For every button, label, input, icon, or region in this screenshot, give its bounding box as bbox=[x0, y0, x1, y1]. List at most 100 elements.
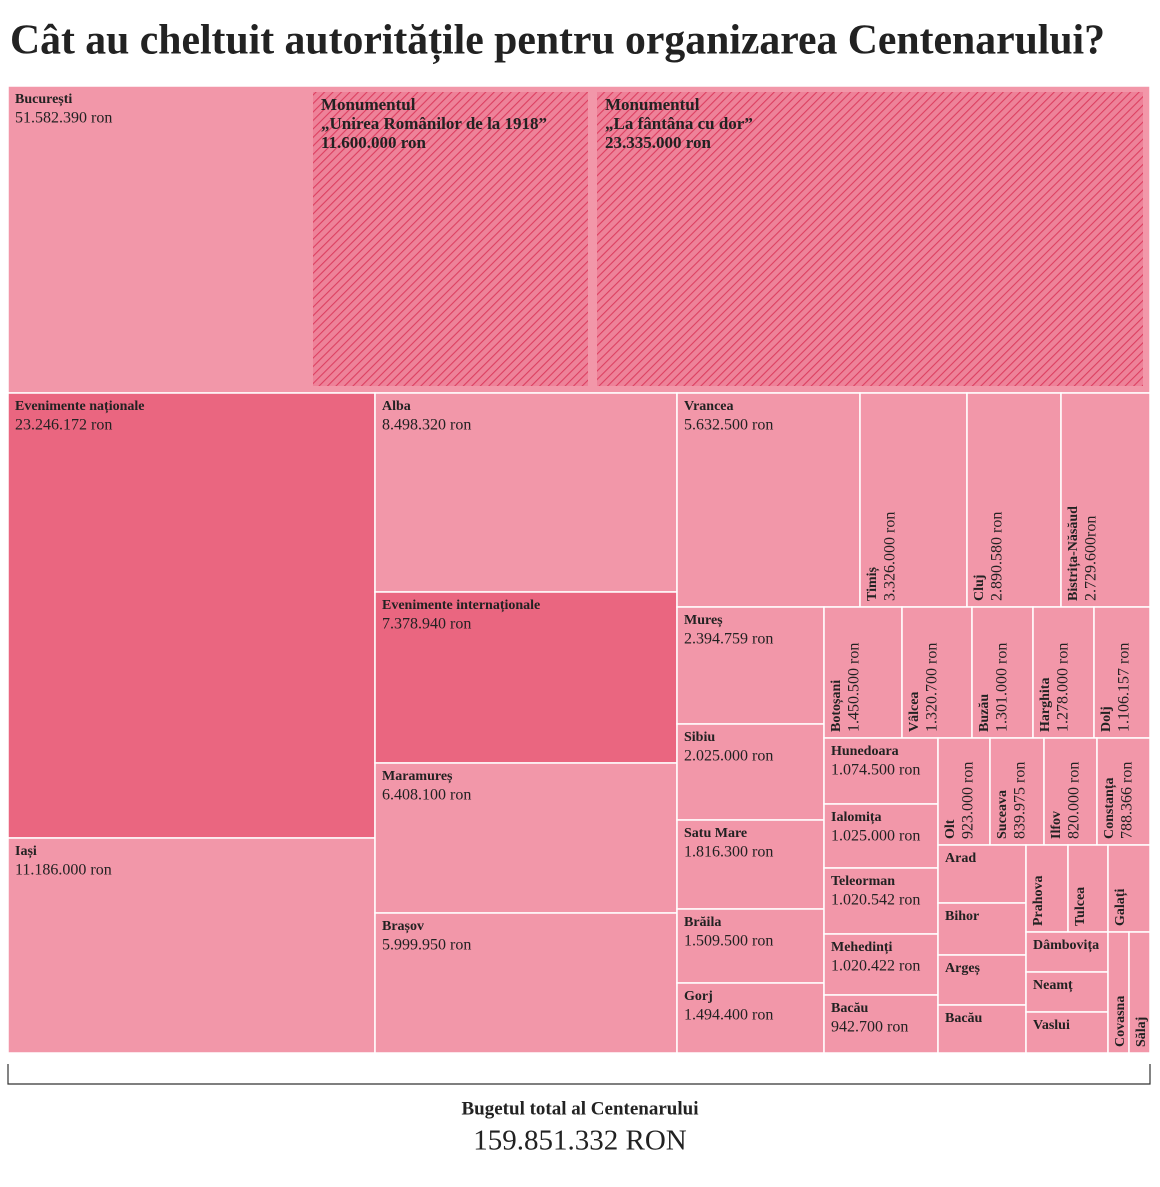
tile-label: Botoșani 1.450.500 ron bbox=[829, 643, 862, 732]
tile-name: Bacău bbox=[945, 1011, 983, 1026]
tile bbox=[823, 606, 903, 739]
tile-name: Suceava bbox=[995, 790, 1010, 839]
tile bbox=[1032, 606, 1095, 739]
tile bbox=[971, 606, 1034, 739]
tile-name: Prahova bbox=[1031, 875, 1046, 926]
tile-name: Vaslui bbox=[1033, 1018, 1070, 1033]
tile-value: 5.999.950 ron bbox=[382, 937, 471, 954]
monument-tile bbox=[313, 92, 588, 386]
tile-name: Mureș bbox=[684, 613, 723, 628]
tile bbox=[823, 867, 939, 935]
tile-name: Covasna bbox=[1113, 996, 1128, 1047]
tile bbox=[676, 819, 825, 910]
tile-name: Argeș bbox=[945, 961, 981, 976]
tile-value: 1.106.157 ron bbox=[1116, 643, 1133, 732]
tile bbox=[1025, 1011, 1109, 1054]
tile bbox=[823, 994, 939, 1054]
tile-value: 1.020.542 ron bbox=[831, 892, 920, 909]
treemap: București 51.582.390 ron Evenimente națion… bbox=[7, 85, 1151, 1054]
tile-label: Suceava 839.975 ron bbox=[995, 762, 1028, 839]
tile-label: Buzău 1.301.000 ron bbox=[977, 643, 1010, 732]
tile-value: 1.494.400 ron bbox=[684, 1007, 773, 1024]
tile-label: Bistrița-Năsăud 2.729.600ron bbox=[1066, 506, 1099, 601]
tile-value: 1.301.000 ron bbox=[994, 643, 1011, 732]
tile-label: Galați bbox=[1113, 889, 1128, 926]
tile-name: Dâmbovița bbox=[1033, 938, 1099, 953]
tile bbox=[1025, 931, 1109, 973]
tile-name: Teleorman bbox=[831, 874, 895, 889]
tile-label: Ilfov 820.000 ron bbox=[1049, 762, 1082, 839]
tile bbox=[1107, 844, 1151, 933]
tile bbox=[7, 392, 376, 839]
tile bbox=[823, 737, 939, 805]
tile-value: 942.700 ron bbox=[831, 1019, 908, 1036]
tile-name: Constanța bbox=[1102, 778, 1117, 839]
monument-label: 11.600.000 ron bbox=[321, 133, 427, 152]
tile-value: 51.582.390 ron bbox=[15, 110, 112, 127]
tile-name: București bbox=[15, 92, 72, 107]
tile-name: Dolj bbox=[1099, 706, 1114, 732]
tile bbox=[374, 762, 678, 914]
tile-label: Constanța 788.366 ron bbox=[1102, 762, 1135, 839]
tile bbox=[823, 933, 939, 996]
tile-name: Bacău bbox=[831, 1001, 869, 1016]
tile-name: Iași bbox=[15, 844, 37, 859]
tile-value: 1.020.422 ron bbox=[831, 958, 920, 975]
tile-label: Tulcea bbox=[1073, 887, 1088, 926]
tile-name: Timiș bbox=[865, 566, 880, 601]
tile-value: 11.186.000 ron bbox=[15, 862, 112, 879]
tile-value: 2.729.600ron bbox=[1083, 516, 1100, 601]
tile-name: Harghita bbox=[1038, 678, 1053, 732]
tile bbox=[676, 392, 861, 608]
tile bbox=[676, 606, 825, 725]
tile-name: Brașov bbox=[382, 919, 424, 934]
tile bbox=[374, 912, 678, 1054]
tile-name: Buzău bbox=[977, 694, 992, 732]
tile-value: 839.975 ron bbox=[1012, 762, 1029, 839]
tile-value: 2.394.759 ron bbox=[684, 631, 773, 648]
tile-name: Sălaj bbox=[1134, 1017, 1149, 1047]
tile-label: Vâlcea 1.320.700 ron bbox=[907, 643, 940, 732]
tile bbox=[374, 591, 678, 764]
tile-value: 1.074.500 ron bbox=[831, 762, 920, 779]
tile-label: Olt 923.000 ron bbox=[943, 762, 976, 839]
tile bbox=[676, 908, 825, 984]
monument-label: „Unirea Românilor de la 1918” bbox=[321, 114, 547, 133]
tile-value: 2.025.000 ron bbox=[684, 748, 773, 765]
tile-value: 1.509.500 ron bbox=[684, 933, 773, 950]
tile-value: 1.278.000 ron bbox=[1055, 643, 1072, 732]
tile-value: 3.326.000 ron bbox=[882, 512, 899, 601]
tile-label: Sălaj bbox=[1134, 1017, 1149, 1047]
tile-value: 923.000 ron bbox=[960, 762, 977, 839]
monument-label: 23.335.000 ron bbox=[605, 133, 711, 152]
tile-name: Brăila bbox=[684, 915, 721, 930]
tile-name: Vâlcea bbox=[907, 692, 922, 732]
tile-value: 5.632.500 ron bbox=[684, 417, 773, 434]
tile-name: Tulcea bbox=[1073, 887, 1088, 926]
tile-value: 1.450.500 ron bbox=[846, 643, 863, 732]
tile-name: Bihor bbox=[945, 909, 979, 924]
tile-name: Ilfov bbox=[1049, 811, 1064, 839]
total-bracket bbox=[7, 1064, 1151, 1085]
tile-name: Alba bbox=[382, 399, 411, 414]
tile-name: Ialomița bbox=[831, 810, 882, 825]
tile bbox=[1128, 931, 1151, 1054]
total-value: 159.851.332 RON bbox=[473, 1125, 687, 1157]
tile-label: Dolj 1.106.157 ron bbox=[1099, 643, 1132, 732]
tile-value: 6.408.100 ron bbox=[382, 787, 471, 804]
tile-name: Evenimente naționale bbox=[15, 399, 145, 414]
tile bbox=[937, 902, 1027, 956]
tile-name: Arad bbox=[945, 851, 976, 866]
tile-name: Vrancea bbox=[684, 399, 734, 414]
tile-name: Mehedinți bbox=[831, 940, 893, 955]
monument-label: Monumentul bbox=[605, 95, 700, 114]
tile-label: Covasna bbox=[1113, 996, 1128, 1047]
tile-value: 23.246.172 ron bbox=[15, 417, 112, 434]
tile bbox=[937, 1004, 1027, 1054]
tile bbox=[1025, 844, 1069, 933]
tile bbox=[901, 606, 973, 739]
tile-name: Olt bbox=[943, 819, 958, 839]
tile bbox=[676, 982, 825, 1054]
tile bbox=[676, 723, 825, 821]
tile-value: 1.816.300 ron bbox=[684, 844, 773, 861]
